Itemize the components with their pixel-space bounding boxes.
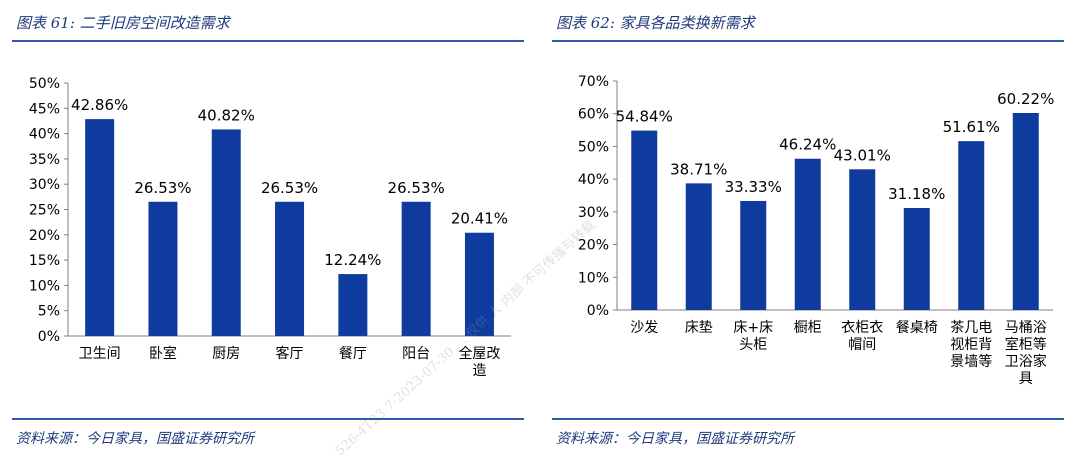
- x-tick-label: 室柜等: [1005, 336, 1047, 353]
- figure-title: 图表 62: 家具各品类换新需求: [556, 14, 755, 32]
- bar: [685, 183, 712, 310]
- bar: [338, 274, 368, 336]
- data-label: 31.18%: [888, 185, 945, 203]
- x-tick-label: 餐桌椅: [896, 320, 938, 336]
- y-tick-label: 20%: [578, 238, 609, 254]
- x-tick-label: 马桶浴: [1005, 320, 1047, 336]
- space-renovation-bar-chart: 0% 5% 10% 15% 20% 25% 30% 35% 40% 45% 50% 42.86% 卫生间…: [29, 76, 512, 379]
- data-label: 26.53%: [261, 179, 318, 197]
- y-tick-label: 5%: [38, 304, 60, 320]
- figure-61-panel: 图表 61: 二手旧房空间改造需求 0% 5% 10% 15% 20% 25% 30% 35%…: [0, 0, 537, 458]
- data-label: 33.33%: [725, 178, 782, 196]
- bar: [740, 200, 767, 310]
- y-tick-label: 60%: [578, 107, 609, 123]
- x-tick-label: 帽间: [848, 337, 876, 353]
- x-tick-label: 卫浴家: [1005, 353, 1047, 370]
- x-tick-label: 橱柜: [794, 320, 822, 336]
- x-tick-label: 餐厅: [339, 346, 367, 362]
- figure-title: 图表 61: 二手旧房空间改造需求: [16, 14, 230, 32]
- data-label: 26.53%: [134, 179, 191, 197]
- bar: [958, 141, 985, 310]
- x-tick-label: 全屋改: [458, 345, 500, 362]
- y-tick-label: 30%: [29, 177, 60, 193]
- y-tick-label: 50%: [29, 76, 60, 92]
- x-tick-label: 视柜背: [950, 337, 992, 353]
- bar: [1012, 112, 1039, 310]
- data-label: 20.41%: [451, 210, 508, 228]
- data-label: 46.24%: [779, 136, 836, 154]
- y-tick-label: 0%: [38, 329, 60, 345]
- data-label: 40.82%: [198, 106, 255, 124]
- x-tick-label: 卫生间: [79, 346, 121, 362]
- data-label: 60.22%: [997, 90, 1054, 108]
- data-label: 43.01%: [834, 146, 891, 164]
- data-label: 42.86%: [71, 96, 128, 114]
- y-tick-label: 50%: [578, 139, 609, 155]
- x-tick-label: 沙发: [630, 320, 658, 336]
- data-label: 12.24%: [324, 251, 381, 269]
- y-tick-label: 40%: [29, 127, 60, 143]
- y-tick-label: 70%: [578, 74, 609, 90]
- data-label: 26.53%: [388, 179, 445, 197]
- x-tick-label: 卧室: [149, 345, 177, 362]
- y-tick-label: 20%: [29, 228, 60, 244]
- x-tick-label: 床+床: [733, 320, 773, 336]
- bar: [401, 201, 431, 336]
- top-rule: [552, 40, 1064, 42]
- source-note: 资料来源：今日家具，国盛证券研究所: [556, 431, 794, 447]
- bottom-rule: [12, 418, 524, 420]
- bar: [631, 130, 658, 310]
- bar: [464, 232, 494, 336]
- bar: [211, 129, 241, 336]
- x-tick-label: 头柜: [739, 337, 767, 353]
- y-tick-label: 10%: [29, 278, 60, 294]
- y-tick-label: 15%: [29, 253, 60, 269]
- x-tick-label: 具: [1019, 371, 1033, 387]
- x-tick-label: 阳台: [402, 346, 430, 362]
- y-tick-label: 35%: [29, 152, 60, 168]
- bottom-rule: [552, 418, 1064, 420]
- x-tick-label: 客厅: [276, 345, 304, 362]
- x-tick-label: 床垫: [685, 320, 713, 336]
- bar: [148, 201, 178, 336]
- x-tick-label: 造: [472, 363, 486, 379]
- x-tick-label: 茶几电: [950, 320, 992, 336]
- top-rule: [12, 40, 524, 42]
- y-tick-label: 45%: [29, 101, 60, 117]
- y-tick-label: 10%: [578, 270, 609, 286]
- bar: [849, 169, 876, 310]
- bar: [903, 207, 930, 310]
- x-tick-label: 景墙等: [950, 353, 992, 370]
- source-note: 资料来源：今日家具，国盛证券研究所: [16, 431, 254, 447]
- y-tick-label: 0%: [587, 303, 609, 319]
- figure-62-panel: 图表 62: 家具各品类换新需求 0% 10% 20% 30% 40% 50% 60% 70%…: [540, 0, 1075, 458]
- bar: [275, 201, 305, 336]
- data-label: 38.71%: [670, 160, 727, 178]
- bar: [794, 158, 821, 310]
- bar: [85, 119, 115, 336]
- data-label: 51.61%: [943, 118, 1000, 136]
- y-tick-label: 40%: [578, 172, 609, 188]
- data-label: 54.84%: [616, 108, 673, 126]
- x-tick-label: 厨房: [212, 346, 240, 362]
- furniture-replacement-bar-chart: 0% 10% 20% 30% 40% 50% 60% 70% 54.84% 沙发 38.71% 床垫 3…: [578, 74, 1054, 387]
- y-tick-label: 25%: [29, 203, 60, 219]
- x-tick-label: 衣柜衣: [841, 320, 883, 336]
- y-tick-label: 30%: [578, 205, 609, 221]
